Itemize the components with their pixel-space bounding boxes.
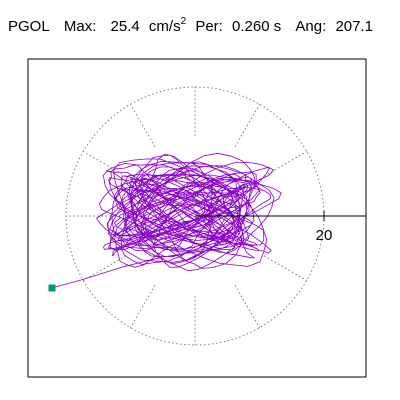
station-code: PGOL xyxy=(8,18,50,35)
max-unit-exponent: 2 xyxy=(180,16,187,27)
particle-motion-trace xyxy=(51,152,282,289)
azimuth-spoke xyxy=(83,255,126,281)
azimuth-spoke xyxy=(130,285,156,328)
azimuth-spoke xyxy=(130,104,156,147)
period-label: Per: xyxy=(195,18,223,35)
azimuth-spoke xyxy=(264,151,307,177)
trace-path xyxy=(51,152,282,289)
max-value: 25.4 xyxy=(110,18,140,35)
plot-frame xyxy=(27,58,367,378)
max-unit: cm/s xyxy=(148,18,181,35)
max-label: Max: xyxy=(63,18,97,35)
azimuth-spoke xyxy=(234,285,260,328)
azimuth-spoke xyxy=(264,255,307,281)
range-label: 20 xyxy=(316,227,333,244)
azimuth-spoke xyxy=(234,104,260,147)
angle-value: 207.1 xyxy=(335,18,373,35)
period-value: 0.260 s xyxy=(232,18,282,35)
plot-header: PGOL Max: 25.4 cm/s2 Per: 0.260 s Ang: 2… xyxy=(8,16,373,36)
angle-label: Ang: xyxy=(295,18,327,35)
trace-start-marker xyxy=(48,284,56,292)
